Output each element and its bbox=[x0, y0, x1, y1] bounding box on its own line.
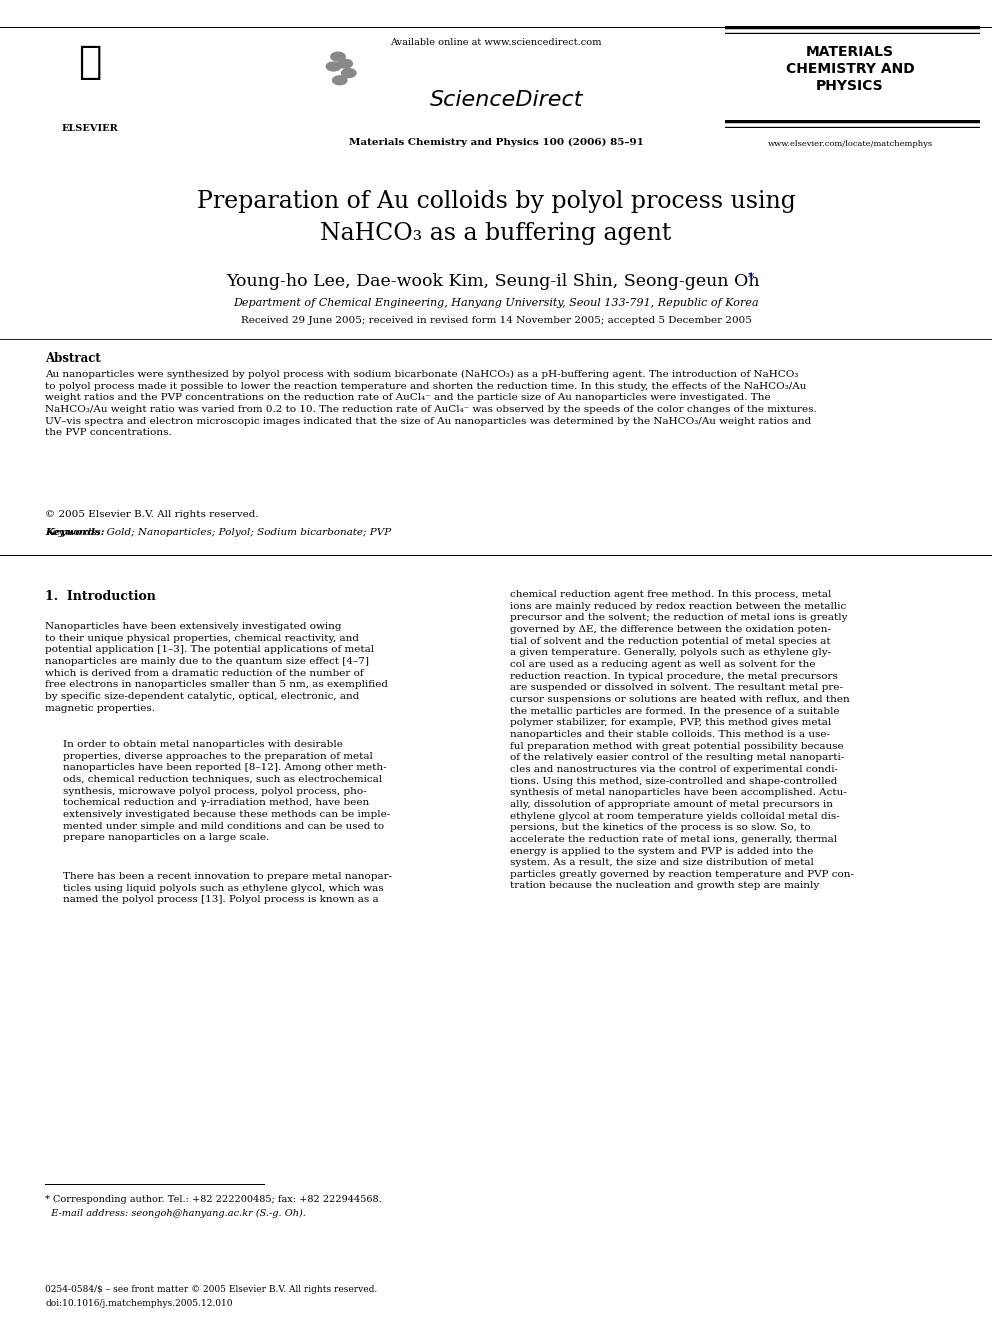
Circle shape bbox=[332, 75, 347, 85]
Text: Preparation of Au colloids by polyol process using: Preparation of Au colloids by polyol pro… bbox=[196, 191, 796, 213]
Text: 🏛: 🏛 bbox=[78, 44, 102, 82]
Text: Abstract: Abstract bbox=[45, 352, 101, 365]
Circle shape bbox=[330, 52, 345, 61]
Text: Materials Chemistry and Physics 100 (2006) 85–91: Materials Chemistry and Physics 100 (200… bbox=[348, 138, 644, 147]
Text: www.elsevier.com/locate/matchemphys: www.elsevier.com/locate/matchemphys bbox=[768, 140, 932, 148]
Text: There has been a recent innovation to prepare metal nanopar-
ticles using liquid: There has been a recent innovation to pr… bbox=[63, 872, 392, 905]
Text: doi:10.1016/j.matchemphys.2005.12.010: doi:10.1016/j.matchemphys.2005.12.010 bbox=[45, 1299, 232, 1308]
Text: Available online at www.sciencedirect.com: Available online at www.sciencedirect.co… bbox=[390, 38, 602, 48]
Text: *: * bbox=[748, 273, 754, 284]
Text: MATERIALS
CHEMISTRY AND
PHYSICS: MATERIALS CHEMISTRY AND PHYSICS bbox=[786, 45, 915, 93]
Text: Keywords:  Gold; Nanoparticles; Polyol; Sodium bicarbonate; PVP: Keywords: Gold; Nanoparticles; Polyol; S… bbox=[45, 528, 391, 537]
Text: Nanoparticles have been extensively investigated owing
to their unique physical : Nanoparticles have been extensively inve… bbox=[45, 622, 388, 713]
Circle shape bbox=[326, 62, 340, 71]
Text: Young-ho Lee, Dae-wook Kim, Seung-il Shin, Seong-geun Oh: Young-ho Lee, Dae-wook Kim, Seung-il Shi… bbox=[226, 273, 766, 290]
Text: Keywords:: Keywords: bbox=[45, 528, 104, 537]
Text: ScienceDirect: ScienceDirect bbox=[430, 90, 583, 110]
Text: * Corresponding author. Tel.: +82 222200485; fax: +82 222944568.: * Corresponding author. Tel.: +82 222200… bbox=[45, 1195, 382, 1204]
Text: 0254-0584/$ – see front matter © 2005 Elsevier B.V. All rights reserved.: 0254-0584/$ – see front matter © 2005 El… bbox=[45, 1285, 377, 1294]
Text: © 2005 Elsevier B.V. All rights reserved.: © 2005 Elsevier B.V. All rights reserved… bbox=[45, 509, 259, 519]
Text: ELSEVIER: ELSEVIER bbox=[62, 124, 118, 134]
Text: Au nanoparticles were synthesized by polyol process with sodium bicarbonate (NaH: Au nanoparticles were synthesized by pol… bbox=[45, 370, 816, 438]
Text: 1.  Introduction: 1. Introduction bbox=[45, 590, 156, 603]
Circle shape bbox=[338, 60, 352, 69]
Text: Received 29 June 2005; received in revised form 14 November 2005; accepted 5 Dec: Received 29 June 2005; received in revis… bbox=[241, 316, 751, 325]
Text: NaHCO₃ as a buffering agent: NaHCO₃ as a buffering agent bbox=[320, 222, 672, 245]
Text: In order to obtain metal nanoparticles with desirable
properties, diverse approa: In order to obtain metal nanoparticles w… bbox=[63, 740, 390, 843]
Text: E-mail address: seongoh@hanyang.ac.kr (S.-g. Oh).: E-mail address: seongoh@hanyang.ac.kr (S… bbox=[45, 1209, 306, 1218]
Text: chemical reduction agent free method. In this process, metal
ions are mainly red: chemical reduction agent free method. In… bbox=[510, 590, 854, 890]
Text: Department of Chemical Engineering, Hanyang University, Seoul 133-791, Republic : Department of Chemical Engineering, Hany… bbox=[233, 298, 759, 308]
Circle shape bbox=[341, 69, 356, 78]
